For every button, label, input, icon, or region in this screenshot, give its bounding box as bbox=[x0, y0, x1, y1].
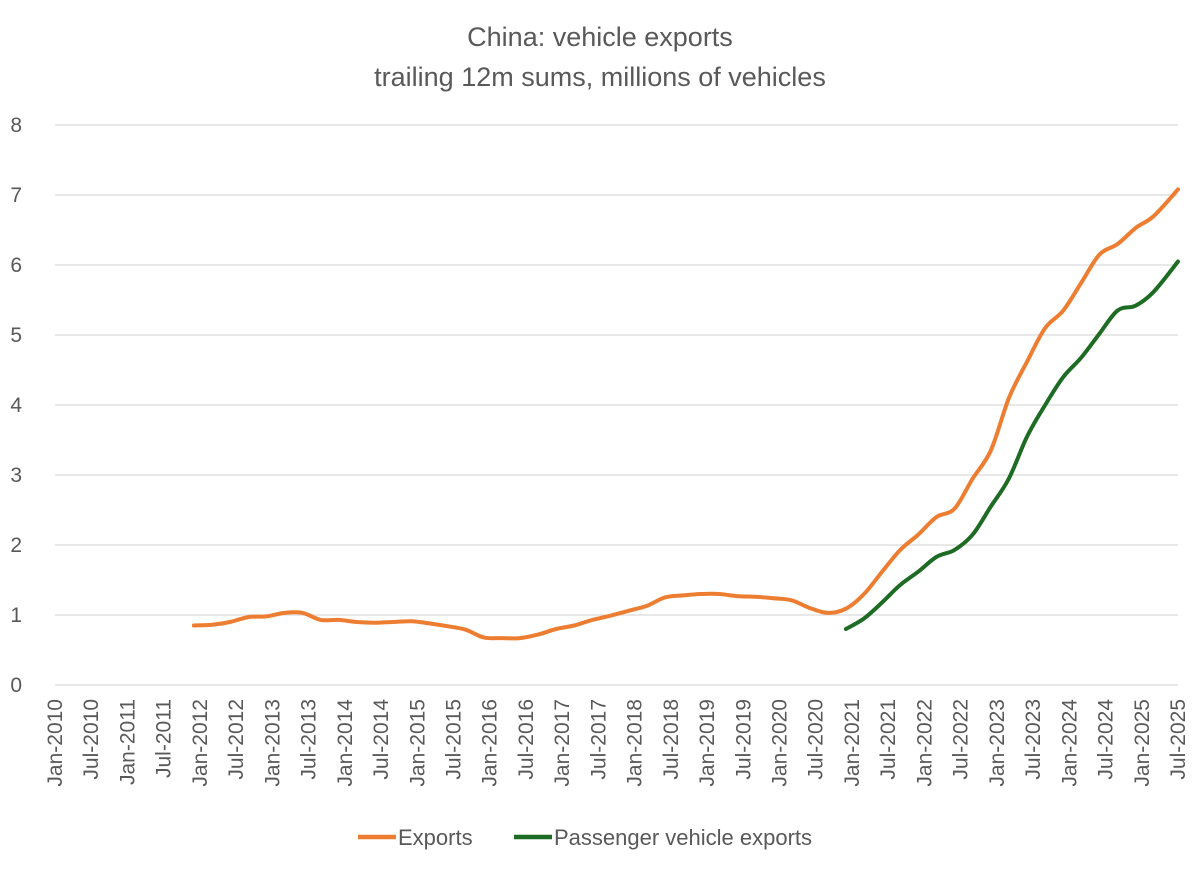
x-tick-label: Jul-2015 bbox=[442, 699, 465, 780]
y-axis-ticks: 0 1 2 3 4 5 6 7 8 bbox=[10, 114, 22, 697]
x-tick-label: Jan-2021 bbox=[841, 699, 864, 787]
x-tick-label: Jul-2021 bbox=[877, 699, 900, 780]
y-tick-label: 0 bbox=[10, 674, 22, 697]
x-tick-label: Jan-2023 bbox=[986, 699, 1009, 787]
y-tick-label: 6 bbox=[10, 254, 22, 277]
x-tick-label: Jul-2022 bbox=[950, 699, 973, 780]
x-tick-label: Jan-2020 bbox=[769, 699, 792, 787]
y-tick-label: 1 bbox=[10, 604, 22, 627]
x-tick-label: Jan-2010 bbox=[44, 699, 67, 787]
x-tick-label: Jul-2011 bbox=[153, 699, 176, 778]
series-line-passenger-vehicle-exports bbox=[843, 259, 1180, 631]
x-tick-label: Jan-2012 bbox=[189, 699, 212, 787]
x-tick-label: Jul-2013 bbox=[298, 699, 321, 780]
x-tick-label: Jul-2016 bbox=[515, 699, 538, 780]
chart-title: China: vehicle exports bbox=[467, 22, 733, 52]
x-tick-label: Jan-2016 bbox=[479, 699, 502, 787]
x-tick-label: Jan-2024 bbox=[1058, 699, 1081, 787]
x-tick-label: Jul-2010 bbox=[80, 699, 103, 780]
x-tick-label: Jan-2013 bbox=[261, 699, 284, 787]
x-tick-label: Jan-2015 bbox=[406, 699, 429, 787]
x-tick-label: Jan-2019 bbox=[696, 699, 719, 787]
series-lines bbox=[191, 187, 1180, 641]
x-tick-label: Jan-2018 bbox=[624, 699, 647, 787]
x-tick-label: Jul-2019 bbox=[732, 699, 755, 780]
x-tick-label: Jul-2014 bbox=[370, 699, 393, 780]
chart-subtitle: trailing 12m sums, millions of vehicles bbox=[374, 62, 826, 92]
y-tick-label: 7 bbox=[10, 184, 22, 207]
legend: Exports Passenger vehicle exports bbox=[358, 825, 812, 850]
x-tick-label: Jul-2017 bbox=[587, 699, 610, 780]
x-tick-label: Jul-2025 bbox=[1167, 699, 1190, 780]
legend-label-exports: Exports bbox=[398, 825, 473, 850]
x-tick-label: Jan-2022 bbox=[913, 699, 936, 787]
series-line-exports bbox=[191, 187, 1180, 641]
x-axis-ticks: Jan-2010 Jul-2010 Jan-2011 Jul-2011 Jan-2012… bbox=[44, 699, 1190, 787]
y-tick-label: 3 bbox=[10, 464, 22, 487]
y-tick-label: 5 bbox=[10, 324, 22, 347]
y-tick-label: 4 bbox=[10, 394, 22, 417]
x-tick-label: Jul-2020 bbox=[805, 699, 828, 780]
x-tick-label: Jul-2023 bbox=[1022, 699, 1045, 780]
x-tick-label: Jan-2017 bbox=[551, 699, 574, 787]
x-tick-label: Jul-2018 bbox=[660, 699, 683, 780]
x-tick-label: Jul-2024 bbox=[1095, 699, 1118, 780]
x-tick-label: Jul-2012 bbox=[225, 699, 248, 780]
y-tick-label: 2 bbox=[10, 534, 22, 557]
gridlines bbox=[55, 124, 1178, 686]
x-tick-label: Jan-2014 bbox=[334, 699, 357, 787]
x-tick-label: Jan-2011 bbox=[116, 699, 139, 785]
legend-label-passenger-vehicle-exports: Passenger vehicle exports bbox=[554, 825, 812, 850]
x-tick-label: Jan-2025 bbox=[1131, 699, 1154, 787]
y-tick-label: 8 bbox=[10, 114, 22, 137]
